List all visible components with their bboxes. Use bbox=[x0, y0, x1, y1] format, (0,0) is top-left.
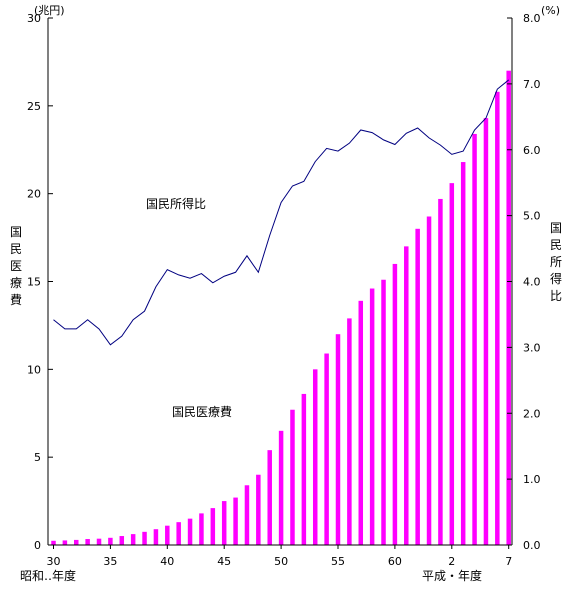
x-tick-label: 7 bbox=[505, 555, 512, 568]
axis-label-char: 民 bbox=[10, 242, 22, 256]
left-axis-label: 国民医療費 bbox=[10, 225, 22, 307]
bar bbox=[290, 409, 295, 545]
left-tick-label: 25 bbox=[27, 100, 41, 113]
annotation-income-ratio: 国民所得比 bbox=[146, 196, 206, 211]
bar bbox=[51, 540, 56, 545]
axis-label-char: 医 bbox=[10, 259, 22, 273]
bar bbox=[119, 536, 125, 545]
bar-series-medical-expense bbox=[51, 70, 511, 546]
right-tick-label: 2.0 bbox=[523, 407, 541, 420]
bar bbox=[62, 540, 68, 545]
x-tick-label: 2 bbox=[448, 555, 455, 568]
bar bbox=[460, 162, 466, 546]
bar bbox=[335, 334, 341, 545]
bar bbox=[449, 183, 455, 545]
bar bbox=[244, 485, 250, 545]
axis-label-char: 得 bbox=[550, 271, 562, 286]
bar bbox=[392, 263, 398, 545]
right-tick-label: 4.0 bbox=[523, 276, 541, 289]
bar bbox=[108, 537, 113, 545]
bar bbox=[187, 518, 193, 545]
right-tick-label: 0.0 bbox=[523, 539, 541, 552]
bar bbox=[221, 501, 227, 545]
bar bbox=[142, 531, 147, 545]
right-tick-label: 7.0 bbox=[523, 78, 541, 91]
bar bbox=[85, 539, 90, 545]
x-tick-label: 60 bbox=[388, 555, 402, 568]
bar bbox=[165, 525, 170, 545]
bar bbox=[130, 534, 136, 545]
bar bbox=[358, 300, 364, 545]
axis-label-char: 費 bbox=[10, 292, 22, 307]
x-era-label-heisei: 平成・年度 bbox=[422, 568, 482, 583]
x-tick-label: 55 bbox=[331, 555, 345, 568]
bar bbox=[347, 318, 352, 545]
bar bbox=[312, 369, 318, 545]
bar bbox=[415, 228, 420, 546]
bar bbox=[324, 353, 329, 545]
bar bbox=[278, 430, 284, 545]
bar bbox=[472, 133, 477, 545]
bar bbox=[267, 450, 272, 545]
bar bbox=[483, 118, 489, 545]
left-tick-label: 15 bbox=[27, 276, 41, 289]
left-tick-label: 5 bbox=[34, 451, 41, 464]
axis-label-char: 比 bbox=[550, 289, 562, 303]
axis-label-char: 民 bbox=[550, 238, 562, 252]
bar bbox=[426, 216, 432, 545]
axis-label-char: 療 bbox=[10, 276, 22, 290]
bar bbox=[506, 70, 511, 545]
bar bbox=[153, 529, 159, 545]
bar bbox=[233, 497, 238, 545]
bar bbox=[176, 522, 181, 545]
income-ratio-line bbox=[53, 79, 510, 346]
bar bbox=[438, 198, 443, 545]
right-axis-unit: (%) bbox=[541, 4, 560, 17]
bar bbox=[74, 539, 79, 545]
x-tick-label: 40 bbox=[160, 555, 174, 568]
bar bbox=[495, 91, 500, 545]
right-tick-label: 1.0 bbox=[523, 473, 541, 486]
bar bbox=[369, 288, 375, 545]
bar bbox=[256, 474, 261, 545]
right-tick-label: 5.0 bbox=[523, 210, 541, 223]
left-tick-label: 20 bbox=[27, 188, 41, 201]
bar bbox=[199, 513, 204, 545]
right-tick-label: 6.0 bbox=[523, 144, 541, 157]
left-tick-label: 10 bbox=[27, 363, 41, 376]
x-tick-label: 30 bbox=[47, 555, 61, 568]
x-era-label-showa: 昭和‥年度 bbox=[20, 568, 76, 583]
left-tick-label: 0 bbox=[34, 539, 41, 552]
right-tick-label: 3.0 bbox=[523, 341, 541, 354]
bar bbox=[381, 279, 386, 545]
line-series-income-ratio bbox=[53, 79, 510, 346]
right-axis-label: 国民所得比 bbox=[550, 221, 562, 303]
right-tick-label: 8.0 bbox=[523, 12, 541, 25]
axis-ticks: 0 5 10 15 20 25 30 0.0 1.0 2.0 3.0 4.0 5.0 6.0 7.0 8.0 3… bbox=[27, 12, 541, 568]
axis-label-char: 国 bbox=[550, 221, 562, 235]
left-axis-unit: (兆円) bbox=[34, 4, 65, 17]
bar bbox=[96, 538, 102, 545]
axis-label-char: 国 bbox=[10, 225, 22, 239]
x-tick-label: 35 bbox=[103, 555, 117, 568]
bar bbox=[404, 246, 409, 545]
axis-label-char: 所 bbox=[550, 255, 562, 269]
x-tick-label: 45 bbox=[217, 555, 231, 568]
bar bbox=[210, 508, 216, 545]
x-tick-label: 50 bbox=[274, 555, 288, 568]
left-tick-label: 30 bbox=[27, 12, 41, 25]
annotation-medical-expense: 国民医療費 bbox=[172, 404, 232, 419]
bar bbox=[301, 393, 307, 545]
